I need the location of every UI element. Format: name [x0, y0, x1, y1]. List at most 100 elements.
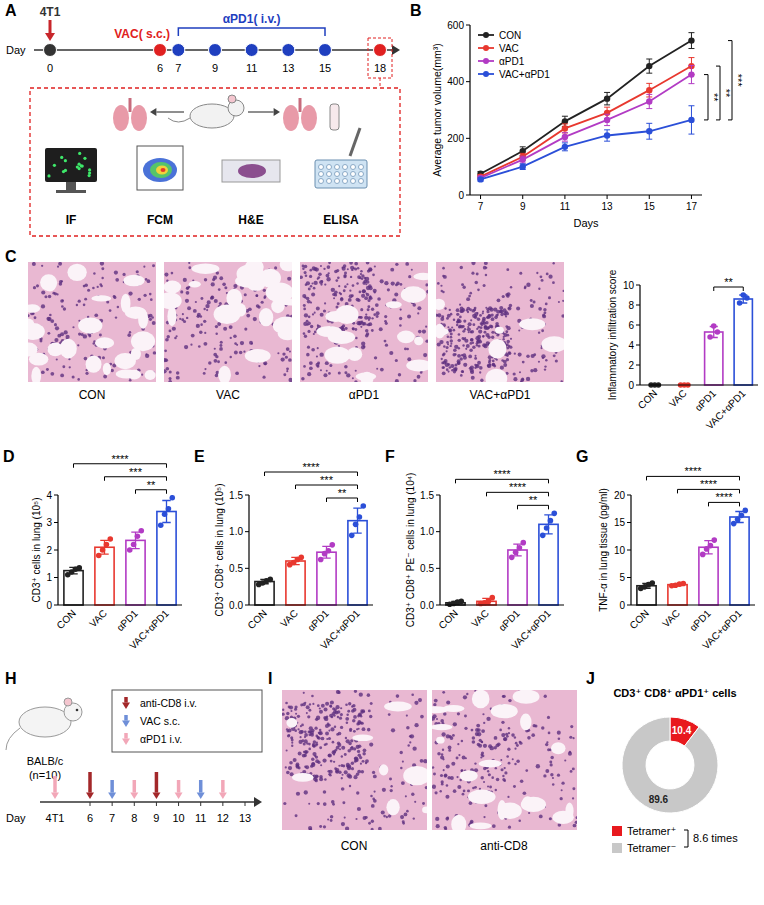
- nucleus: [283, 802, 286, 805]
- nucleus: [99, 334, 102, 337]
- nucleus: [339, 292, 341, 294]
- nucleus: [348, 702, 351, 705]
- nucleus: [347, 268, 349, 270]
- alveolus: [324, 346, 350, 363]
- well: [319, 179, 324, 184]
- nucleus: [488, 361, 491, 364]
- nucleus: [215, 374, 219, 378]
- nucleus: [286, 367, 289, 370]
- nucleus: [502, 695, 505, 698]
- nucleus: [36, 284, 39, 287]
- nucleus: [472, 740, 476, 744]
- alveolus: [28, 304, 40, 313]
- nucleus: [153, 351, 156, 354]
- nucleus: [346, 721, 349, 724]
- nucleus: [396, 694, 400, 698]
- day-label: 0: [47, 62, 53, 74]
- nucleus: [473, 308, 476, 311]
- nucleus: [440, 774, 443, 777]
- nucleus: [343, 264, 347, 268]
- nucleus: [407, 315, 411, 319]
- nucleus: [441, 358, 443, 360]
- nucleus: [325, 732, 329, 736]
- nucleus: [360, 273, 362, 275]
- nucleus: [187, 306, 191, 310]
- nucleus: [469, 367, 472, 370]
- nucleus: [309, 828, 313, 830]
- day-label: 9: [212, 62, 218, 74]
- nucleus: [329, 774, 332, 777]
- tick: [245, 802, 246, 806]
- nucleus: [500, 759, 502, 761]
- nucleus: [204, 332, 206, 334]
- nucleus: [395, 379, 399, 382]
- nucleus: [485, 267, 487, 269]
- nucleus: [446, 701, 450, 705]
- nucleus: [497, 298, 501, 302]
- nucleus: [264, 295, 267, 298]
- nucleus: [516, 306, 520, 310]
- timeline-day: [282, 44, 295, 57]
- alveolus: [436, 299, 445, 310]
- treatment-arrow: [197, 780, 205, 799]
- nucleus: [322, 758, 326, 762]
- nucleus: [318, 272, 322, 276]
- nucleus: [360, 270, 363, 273]
- nucleus: [465, 348, 467, 350]
- nucleus: [549, 761, 552, 764]
- bracket: [178, 28, 325, 36]
- nucleus: [396, 282, 400, 286]
- nucleus: [282, 709, 284, 711]
- nucleus: [219, 276, 223, 280]
- nucleus: [440, 790, 442, 792]
- alveolus: [443, 705, 465, 712]
- alveolus: [384, 701, 412, 711]
- nucleus: [323, 790, 327, 794]
- alveolus: [565, 802, 573, 819]
- nucleus: [366, 293, 369, 296]
- nucleus: [323, 825, 326, 828]
- nucleus: [339, 717, 342, 720]
- nucleus: [248, 307, 252, 311]
- nucleus: [101, 267, 104, 270]
- arrow-head: [122, 703, 130, 709]
- nucleus: [314, 755, 316, 757]
- nucleus: [345, 703, 348, 706]
- nucleus: [386, 816, 388, 818]
- nucleus: [507, 326, 511, 330]
- nucleus: [385, 322, 388, 325]
- nucleus: [453, 370, 456, 373]
- nucleus: [446, 346, 449, 349]
- nucleus: [486, 316, 489, 319]
- nucleus: [323, 268, 325, 270]
- nucleus: [319, 710, 323, 714]
- well: [359, 179, 364, 184]
- nucleus: [352, 377, 354, 379]
- nucleus: [362, 289, 366, 293]
- alveolus: [413, 273, 428, 280]
- nucleus: [437, 752, 441, 756]
- alveolus: [519, 318, 545, 330]
- nucleus: [305, 283, 307, 285]
- nucleus: [309, 361, 313, 365]
- nucleus: [454, 345, 458, 349]
- nucleus: [369, 296, 373, 300]
- nucleus: [575, 821, 577, 824]
- nucleus: [384, 315, 387, 318]
- monitor: [45, 148, 97, 182]
- nucleus: [447, 326, 449, 328]
- well: [335, 179, 340, 184]
- nucleus: [176, 376, 180, 380]
- nucleus: [552, 281, 555, 284]
- nucleus: [410, 734, 414, 738]
- nucleus: [351, 767, 354, 770]
- image-label: αPD1: [349, 388, 380, 402]
- nucleus: [369, 715, 372, 718]
- panel-letter: F: [385, 448, 395, 465]
- nucleus: [336, 269, 339, 272]
- nucleus: [367, 728, 371, 732]
- alveolus: [78, 317, 102, 333]
- fluorescence-dot: [81, 165, 84, 168]
- nucleus: [41, 290, 45, 294]
- nucleus: [349, 262, 353, 265]
